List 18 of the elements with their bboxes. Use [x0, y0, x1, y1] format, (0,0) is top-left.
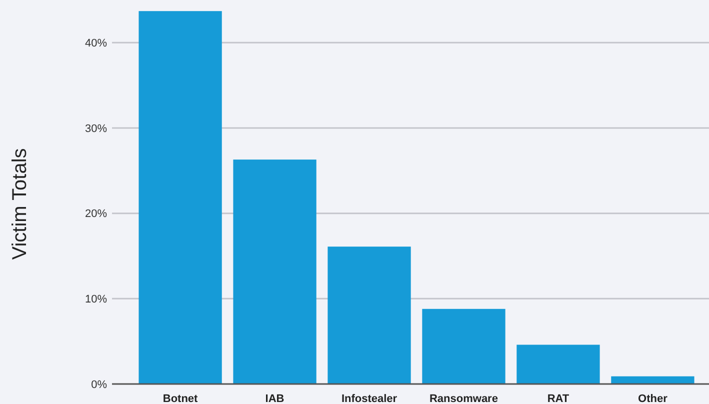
x-tick-label: RAT — [547, 393, 570, 404]
x-tick-label: Botnet — [162, 393, 198, 404]
bar — [611, 376, 694, 384]
bar — [422, 308, 506, 384]
y-tick-label: 0% — [91, 378, 108, 391]
y-tick-label: 40% — [84, 38, 108, 50]
y-axis-title: Victim Totals — [9, 148, 31, 260]
y-tick-label: 20% — [84, 208, 108, 220]
bar — [328, 246, 411, 384]
x-tick-label: Other — [638, 393, 668, 404]
y-tick-label: 10% — [84, 294, 108, 306]
x-tick-label: Ransomware — [430, 393, 498, 404]
bar — [516, 344, 600, 384]
y-tick-label: 30% — [84, 122, 108, 135]
bar — [233, 160, 316, 384]
bar — [138, 11, 222, 384]
x-tick-label: IAB — [265, 393, 284, 404]
x-tick-label: Infostealer — [341, 393, 398, 404]
